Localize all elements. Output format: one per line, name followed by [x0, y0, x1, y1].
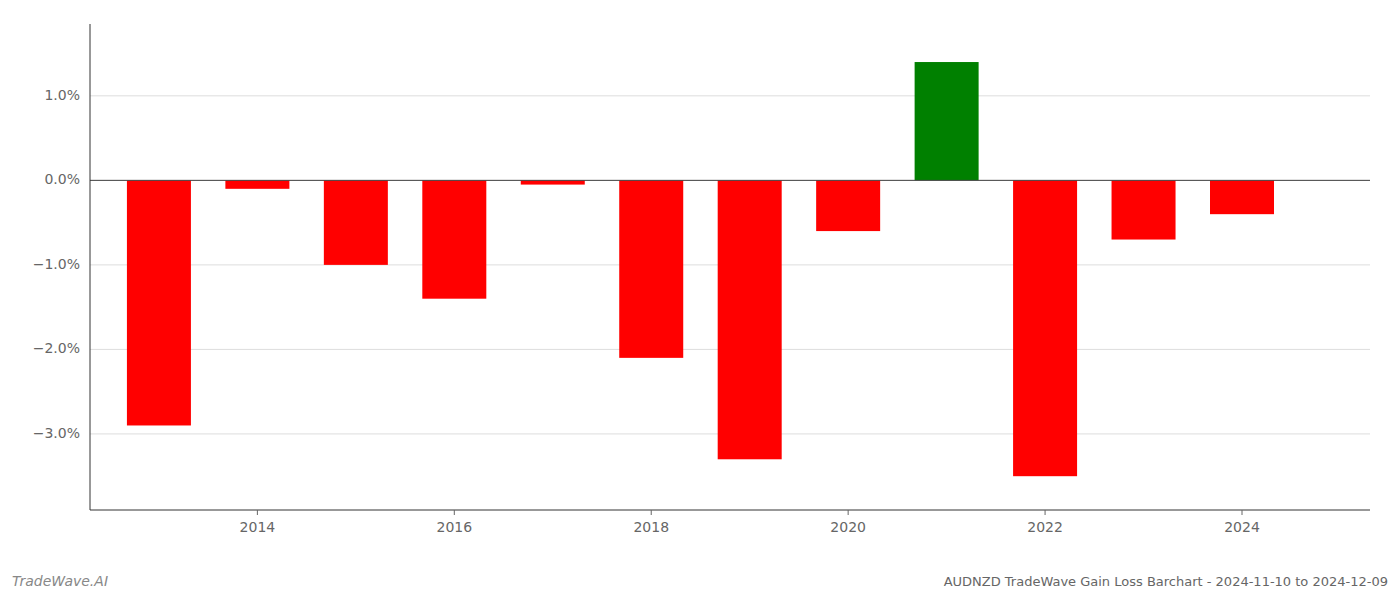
- bar: [1112, 180, 1176, 239]
- bar: [1210, 180, 1274, 214]
- bar: [127, 180, 191, 425]
- bar: [225, 180, 289, 188]
- y-tick-label: 1.0%: [44, 87, 80, 103]
- bar: [422, 180, 486, 298]
- y-tick-label: −3.0%: [33, 425, 80, 441]
- y-tick-label: −2.0%: [33, 340, 80, 356]
- bar: [521, 180, 585, 184]
- grid-line: [90, 180, 1370, 181]
- bar: [816, 180, 880, 231]
- x-tick-label: 2020: [830, 519, 866, 535]
- x-tick-label: 2024: [1224, 519, 1260, 535]
- bar: [718, 180, 782, 459]
- bar: [1013, 180, 1077, 476]
- y-tick-label: −1.0%: [33, 256, 80, 272]
- x-tick: [257, 510, 258, 515]
- bar: [324, 180, 388, 265]
- x-tick: [454, 510, 455, 515]
- x-tick: [651, 510, 652, 515]
- grid-line: [90, 95, 1370, 96]
- x-tick-label: 2016: [436, 519, 472, 535]
- x-tick-label: 2018: [633, 519, 669, 535]
- x-tick: [1242, 510, 1243, 515]
- x-tick-label: 2014: [240, 519, 276, 535]
- x-tick: [1045, 510, 1046, 515]
- bars: [127, 62, 1274, 476]
- title: AUDNZD TradeWave Gain Loss Barchart - 20…: [944, 574, 1388, 589]
- x-axis-line: [90, 510, 1370, 511]
- x-ticks: 2014 2016 2018 2020 2022 2024: [240, 510, 1260, 535]
- zero-line: [90, 180, 1370, 181]
- bar: [915, 62, 979, 180]
- x-tick: [848, 510, 849, 515]
- y-axis-line: [90, 24, 91, 510]
- y-tick-label: 0.0%: [44, 171, 80, 187]
- watermark: TradeWave.AI: [12, 573, 108, 589]
- chart: −3.0%−2.0%−1.0%0.0%1.0%20142016201820202…: [0, 0, 1400, 600]
- bar: [619, 180, 683, 357]
- y-tick-labels: −3.0% −2.0% −1.0% 0.0% 1.0%: [33, 87, 80, 441]
- x-tick-label: 2022: [1027, 519, 1063, 535]
